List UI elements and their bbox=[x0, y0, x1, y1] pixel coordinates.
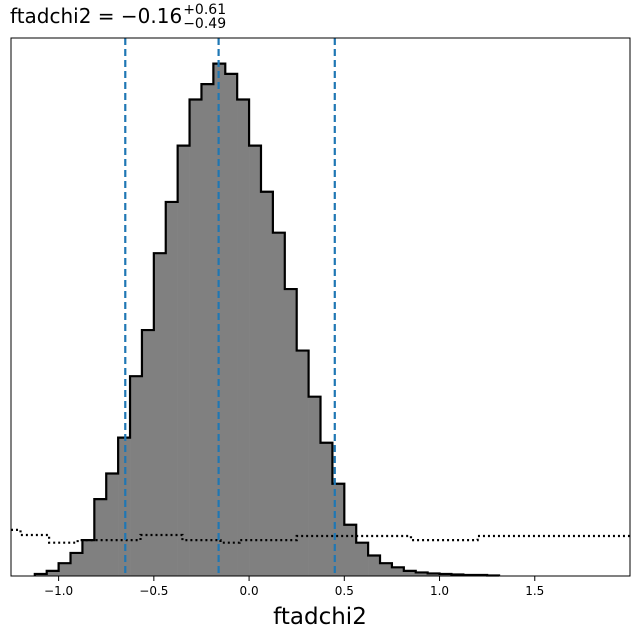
x-axis: −1.0 −0.5 0.0 0.5 1.0 1.5 bbox=[44, 576, 544, 598]
histogram-bar bbox=[332, 483, 345, 576]
histogram-bar bbox=[380, 563, 393, 576]
histogram-bar bbox=[344, 524, 357, 576]
x-axis-label: ftadchi2 bbox=[273, 604, 367, 630]
histogram-outline bbox=[33, 62, 501, 577]
histogram-bar bbox=[165, 201, 178, 576]
x-tick-label: 1.0 bbox=[430, 584, 449, 598]
histogram-bar bbox=[225, 73, 238, 576]
x-tick-label: −1.0 bbox=[44, 584, 73, 598]
histogram-bar bbox=[403, 570, 417, 576]
histogram-bar bbox=[46, 570, 59, 576]
histogram-bar bbox=[94, 499, 107, 576]
histogram-bar bbox=[177, 145, 190, 576]
histogram-bar bbox=[356, 542, 369, 576]
histogram-bar bbox=[284, 289, 297, 576]
histogram-bar bbox=[272, 232, 286, 576]
plot-frame bbox=[10, 37, 631, 577]
plot-area bbox=[11, 38, 630, 577]
chart-title-lower-error: −0.49 bbox=[183, 16, 226, 32]
histogram-bar bbox=[320, 442, 333, 576]
x-tick-label: 1.5 bbox=[525, 584, 544, 598]
prior-dotted-line bbox=[11, 528, 630, 544]
histogram-bar bbox=[415, 572, 428, 576]
histogram-bar bbox=[130, 376, 143, 576]
histogram-bar bbox=[153, 253, 167, 576]
histogram-bar bbox=[82, 540, 95, 576]
histogram-bar bbox=[58, 563, 71, 576]
histogram-bar bbox=[391, 567, 405, 576]
histogram-bar bbox=[106, 473, 119, 576]
histogram-bar bbox=[201, 84, 214, 576]
histogram-bar bbox=[260, 191, 274, 576]
histogram-bar bbox=[141, 330, 155, 576]
histogram-bar bbox=[427, 573, 440, 576]
chart-title-main: ftadchi2 = −0.16 bbox=[10, 4, 182, 28]
histogram-bar bbox=[368, 555, 381, 576]
histogram-bar bbox=[296, 350, 309, 576]
histogram-bar bbox=[249, 145, 262, 576]
histogram-bar bbox=[308, 396, 321, 576]
histogram-bar bbox=[237, 99, 250, 576]
chart-title: ftadchi2 = −0.16 +0.61 −0.49 bbox=[10, 2, 226, 32]
x-tick-label: 0.0 bbox=[240, 584, 259, 598]
x-tick-label: 0.5 bbox=[335, 584, 354, 598]
x-tick-label: −0.5 bbox=[139, 584, 168, 598]
histogram-bar bbox=[70, 552, 83, 576]
histogram-bar bbox=[189, 99, 202, 576]
chart-title-upper-error: +0.61 bbox=[183, 2, 226, 18]
